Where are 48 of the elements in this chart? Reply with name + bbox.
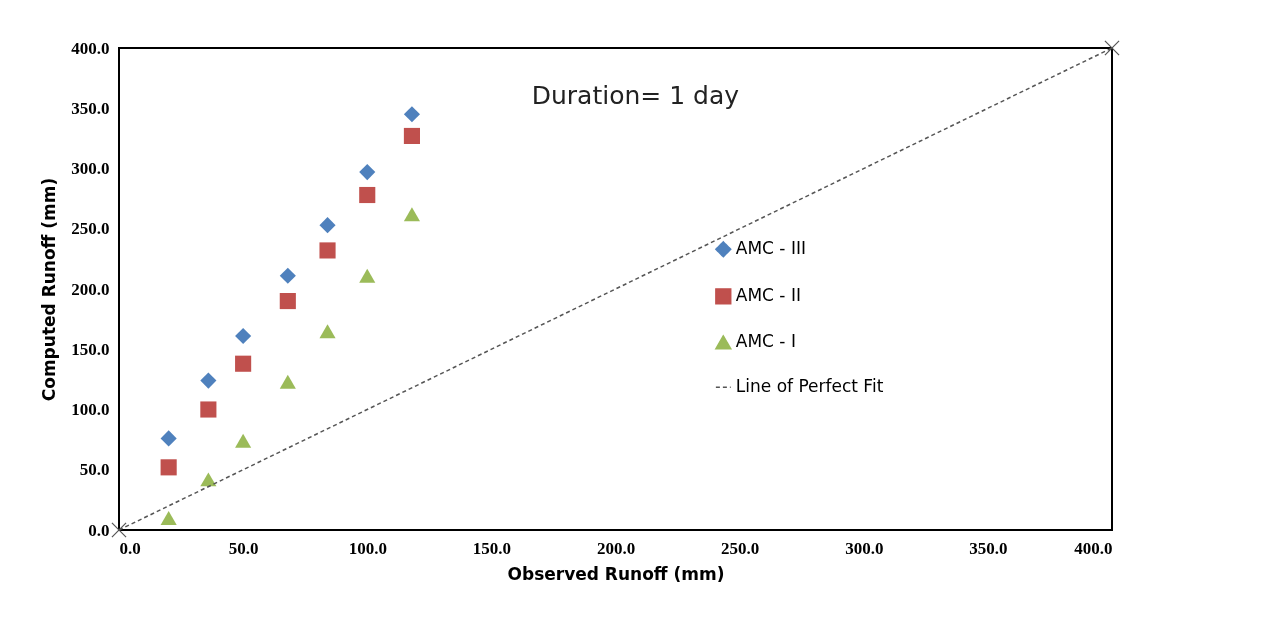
y-tick-label: 400.0 (71, 38, 110, 58)
y-tick-label: 100.0 (71, 400, 110, 419)
point (403, 207, 420, 222)
point (111, 522, 127, 538)
point (200, 401, 217, 418)
y-tick-label: 350.0 (71, 98, 110, 118)
y-tick-label: 250.0 (71, 219, 110, 239)
x-tick-label: 100.0 (348, 538, 387, 558)
x-tick-label: 250.0 (721, 538, 760, 558)
point (235, 433, 252, 448)
point (319, 242, 336, 259)
point (319, 324, 336, 339)
point (279, 267, 296, 284)
point (359, 164, 376, 181)
x-axis-title: Observed Runoff (mm) (507, 563, 725, 584)
point (1104, 40, 1120, 56)
x-tick-label: 150.0 (472, 538, 511, 558)
legend-label: AMC - III (735, 238, 806, 259)
x-tick-label: 400.0 (1074, 538, 1113, 558)
legend-label: AMC - II (735, 285, 801, 306)
x-tick-label: 200.0 (596, 538, 636, 558)
y-tick-label: 50.0 (79, 460, 110, 480)
point (403, 106, 420, 123)
y-axis-title: Computed Runoff (mm) (39, 177, 60, 402)
point (200, 372, 217, 389)
point (235, 355, 252, 372)
point (200, 472, 217, 487)
point (235, 327, 252, 345)
y-tick-label: 300.0 (71, 159, 110, 178)
x-tick-label: 300.0 (845, 538, 884, 558)
point (160, 510, 177, 525)
y-tick-label: 200.0 (71, 279, 110, 299)
point (279, 292, 296, 310)
legend-label: AMC - I (735, 331, 796, 352)
point (403, 127, 420, 145)
point (160, 430, 177, 447)
annotation: Duration= 1 day (531, 81, 740, 111)
legend-label: Line of Perfect Fit (735, 376, 884, 397)
x-tick-label: 50.0 (228, 538, 259, 558)
y-tick-label: 150.0 (71, 339, 110, 359)
point (160, 459, 177, 476)
point (359, 186, 376, 204)
point (359, 268, 376, 283)
point (319, 217, 336, 234)
y-tick-label: 0.0 (88, 520, 110, 540)
x-tick-label: 0.0 (119, 538, 141, 558)
point (279, 374, 296, 389)
x-tick-label: 350.0 (969, 538, 1008, 558)
